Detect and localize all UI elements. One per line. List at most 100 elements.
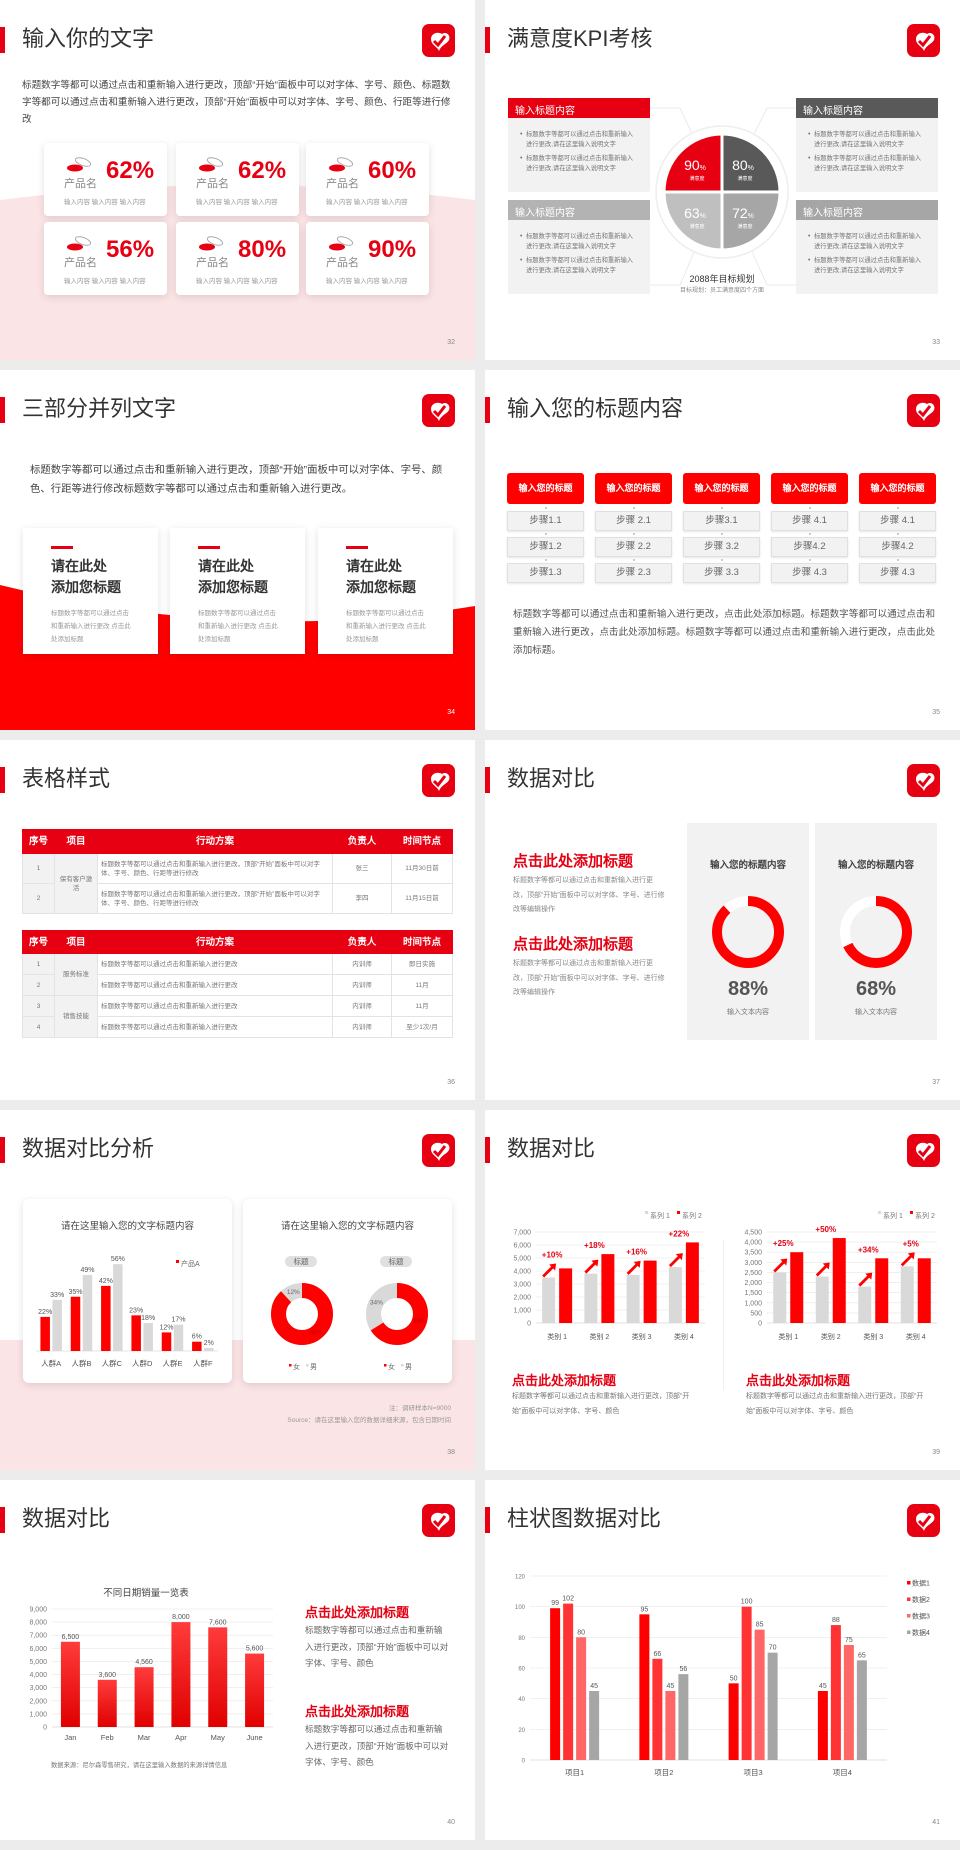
slide-39[interactable]: 数据对比 39 0 1,000 2,000 3,000 4,000 5,000 6,000 7,0…	[485, 1110, 960, 1470]
product-card[interactable]: 产品名 80% 输入内容 输入内容 输入内容	[176, 222, 299, 295]
bar[interactable]	[559, 1268, 573, 1323]
bar[interactable]	[584, 1273, 598, 1323]
bar[interactable]	[639, 1614, 650, 1760]
bar[interactable]	[767, 1652, 778, 1760]
bar[interactable]	[576, 1637, 587, 1760]
bar[interactable]	[204, 1347, 214, 1351]
step-box[interactable]: 步骤4.2	[859, 537, 936, 557]
slide-41[interactable]: 柱状图数据对比 41 0 20 40 60 80 100 120 项目1 99 102 80 45 项目2 9…	[485, 1480, 960, 1840]
bar[interactable]	[60, 1641, 80, 1727]
bar[interactable]	[773, 1272, 787, 1323]
slide-36[interactable]: 表格样式 36 序号 项目 行动方案 负责人 时间节点 1 保有客户激活 标题数字等都可以通过点击…	[0, 740, 475, 1100]
bar[interactable]	[208, 1627, 228, 1727]
product-card[interactable]: 产品名 56% 输入内容 输入内容 输入内容	[44, 222, 167, 295]
x-tick-label: 类别 2	[821, 1332, 841, 1341]
slide-38[interactable]: 数据对比分析 38 请在这里输入您的文字标题内容 请在这里输入您的文字标题内容 人群A 2…	[0, 1110, 475, 1470]
bar[interactable]	[685, 1242, 699, 1323]
column-header-button[interactable]: 输入您的标题	[859, 473, 936, 504]
slide-32[interactable]: 输入你的文字 32 标题数字等都可以通过点击和重新输入进行更改，顶部“开始”面板中可…	[0, 0, 475, 360]
bar[interactable]	[643, 1260, 657, 1323]
block-heading[interactable]: 点击此处添加标题	[513, 936, 634, 953]
body-text: 标题数字等都可以通过点击和重新输入进行更改，点击此处添加标题。标题数字等都可以通…	[513, 609, 936, 656]
bar[interactable]	[668, 1267, 682, 1323]
column-header-button[interactable]: 输入您的标题	[507, 473, 584, 504]
block-heading[interactable]: 点击此处添加标题	[746, 1373, 851, 1388]
bar[interactable]	[52, 1299, 62, 1351]
bar[interactable]	[858, 1286, 872, 1323]
slide-40[interactable]: 数据对比 40 0 1,000 2,000 3,000 4,000 5,000 6,000 7,0…	[0, 1480, 475, 1840]
bar[interactable]	[101, 1285, 111, 1351]
bar[interactable]	[626, 1274, 640, 1323]
block-heading[interactable]: 点击此处添加标题	[305, 1704, 410, 1719]
block-heading[interactable]: 点击此处添加标题	[513, 853, 634, 870]
title-card[interactable]: 请在此处 添加您标题 标题数字等都可以通过点击和重新输入进行更改 点击此处添加标题	[23, 528, 158, 654]
bar[interactable]	[678, 1674, 689, 1760]
step-box[interactable]: 步骤 2.1	[595, 511, 672, 531]
step-box[interactable]: 步骤 4.1	[771, 511, 848, 531]
column-header-button[interactable]: 输入您的标题	[595, 473, 672, 504]
block-heading[interactable]: 点击此处添加标题	[305, 1605, 410, 1620]
product-card[interactable]: 产品名 62% 输入内容 输入内容 输入内容	[176, 143, 299, 216]
bar[interactable]	[900, 1266, 914, 1323]
product-card[interactable]: 产品名 90% 输入内容 输入内容 输入内容	[306, 222, 429, 295]
bar[interactable]	[843, 1645, 854, 1760]
title-card[interactable]: 请在此处 添加您标题 标题数字等都可以通过点击和重新输入进行更改 点击此处添加标题	[318, 528, 453, 654]
bar[interactable]	[589, 1691, 600, 1760]
bar[interactable]	[173, 1324, 184, 1351]
bar[interactable]	[652, 1658, 663, 1760]
column-header-button[interactable]: 输入您的标题	[771, 473, 848, 504]
bar[interactable]	[875, 1258, 889, 1323]
step-box[interactable]: 步骤 3.3	[683, 563, 760, 583]
bar[interactable]	[790, 1252, 804, 1323]
step-box[interactable]: 步骤1.2	[507, 537, 584, 557]
bar[interactable]	[563, 1603, 574, 1760]
step-box[interactable]: 步骤 4.3	[859, 563, 936, 583]
bar[interactable]	[245, 1653, 265, 1727]
column-header-button[interactable]: 输入您的标题	[683, 473, 760, 504]
step-box[interactable]: 步骤 4.3	[771, 563, 848, 583]
bar[interactable]	[113, 1264, 123, 1351]
bar[interactable]	[82, 1275, 93, 1351]
bar[interactable]	[143, 1323, 153, 1351]
step-box[interactable]: 步骤1.3	[507, 563, 584, 583]
bar[interactable]	[131, 1315, 141, 1351]
bar[interactable]	[97, 1679, 117, 1727]
bar[interactable]	[171, 1622, 191, 1727]
bar[interactable]	[856, 1660, 867, 1760]
slide-34[interactable]: 三部分并列文字 34 标题数字等都可以通过点击和重新输入进行更改，顶部“开始”面板中…	[0, 370, 475, 730]
bar[interactable]	[817, 1691, 828, 1760]
y-tick-label: 100	[515, 1605, 526, 1611]
step-box[interactable]: 步骤1.1	[507, 511, 584, 531]
bar[interactable]	[550, 1608, 561, 1760]
bar[interactable]	[741, 1606, 752, 1760]
bar[interactable]	[830, 1625, 841, 1760]
title-accent-bar	[0, 1137, 5, 1163]
step-box[interactable]: 步骤4.2	[771, 537, 848, 557]
bar[interactable]	[40, 1316, 50, 1351]
bar[interactable]	[601, 1254, 615, 1323]
bar[interactable]	[134, 1667, 154, 1727]
slide-35[interactable]: 输入您的标题内容 35 输入您的标题 步骤1.1 步骤1.2 步骤1.3 输入您的标题 步骤 …	[485, 370, 960, 730]
step-box[interactable]: 步骤3.1	[683, 511, 760, 531]
bar[interactable]	[832, 1238, 846, 1323]
bar[interactable]	[192, 1341, 202, 1351]
bar[interactable]	[542, 1277, 556, 1324]
bar[interactable]	[665, 1691, 676, 1760]
product-card[interactable]: 产品名 60% 输入内容 输入内容 输入内容	[306, 143, 429, 216]
bar[interactable]	[815, 1276, 829, 1323]
bar[interactable]	[754, 1629, 765, 1760]
bar[interactable]	[917, 1258, 931, 1323]
step-box[interactable]: 步骤 4.1	[859, 511, 936, 531]
slide-37[interactable]: 数据对比 37 点击此处添加标题 标题数字等都可以通过点击和重新输入进行更改，顶部“开…	[485, 740, 960, 1100]
step-box[interactable]: 步骤 3.2	[683, 537, 760, 557]
step-box[interactable]: 步骤 2.2	[595, 537, 672, 557]
slide-33[interactable]: 满意度KPI考核 33 输入标题内容 • 标题数字等都可以通过点击和重新输入进行更改,请…	[485, 0, 960, 360]
block-heading[interactable]: 点击此处添加标题	[512, 1373, 617, 1388]
bar[interactable]	[161, 1332, 172, 1351]
title-card[interactable]: 请在此处 添加您标题 标题数字等都可以通过点击和重新输入进行更改 点击此处添加标题	[170, 528, 305, 654]
bar[interactable]	[728, 1683, 739, 1760]
step-box[interactable]: 步骤 2.3	[595, 563, 672, 583]
bar[interactable]	[70, 1296, 81, 1351]
bullet-dot: •	[520, 233, 523, 240]
product-card[interactable]: 产品名 62% 输入内容 输入内容 输入内容	[44, 143, 167, 216]
